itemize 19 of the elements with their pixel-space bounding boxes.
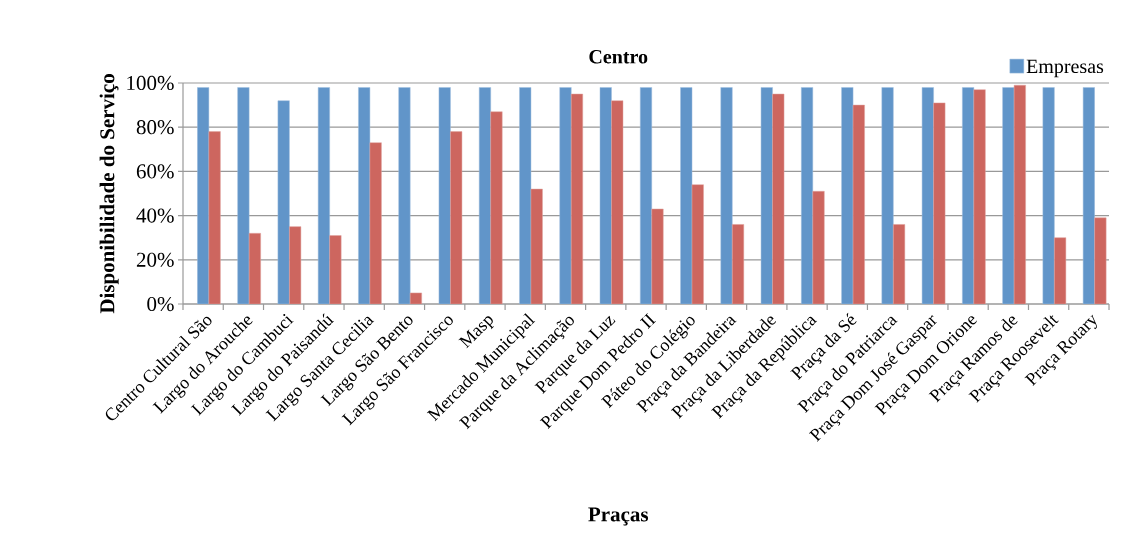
y-tick-label: 80% bbox=[136, 120, 174, 135]
y-tick-label: 100% bbox=[127, 75, 174, 91]
bar bbox=[973, 89, 986, 304]
bar bbox=[490, 111, 503, 304]
y-tick-label: 60% bbox=[136, 164, 174, 179]
bar bbox=[329, 235, 342, 304]
bar bbox=[812, 191, 825, 304]
legend-label: Empresas bbox=[1026, 59, 1104, 78]
y-tick-label: 0% bbox=[147, 296, 174, 312]
chart-title: Centro bbox=[589, 50, 648, 64]
bar bbox=[559, 87, 572, 304]
y-tick-label: 40% bbox=[136, 208, 174, 223]
bar bbox=[881, 87, 894, 304]
x-axis-title: Praças bbox=[588, 507, 649, 526]
bar bbox=[651, 208, 664, 304]
bar bbox=[398, 87, 411, 304]
y-axis-title: Disponibilidade do Serviço bbox=[99, 74, 119, 314]
y-tick-label: 20% bbox=[136, 252, 174, 267]
bar bbox=[720, 87, 733, 304]
